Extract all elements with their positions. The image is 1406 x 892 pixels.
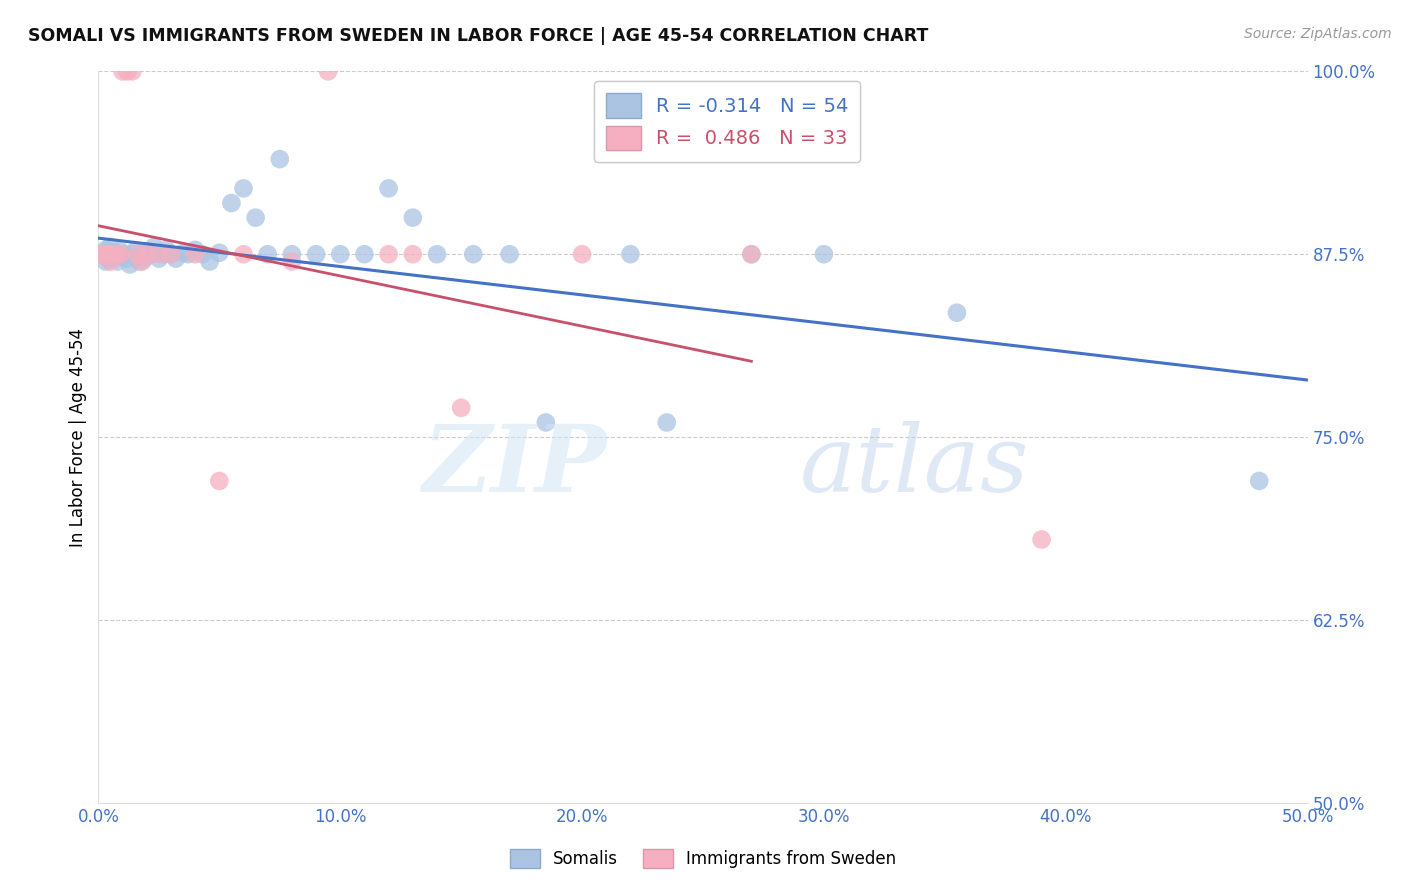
Point: [100, 240, 122, 254]
Point: [97, 247, 120, 261]
Point: [111, 247, 134, 261]
Point: [426, 247, 449, 261]
Point: [450, 401, 472, 415]
Text: ZIP: ZIP: [422, 421, 606, 511]
Point: [94, 247, 117, 261]
Point: [402, 247, 425, 261]
Point: [90, 247, 112, 261]
Point: [90, 247, 112, 261]
Point: [91, 247, 114, 261]
Point: [1249, 474, 1271, 488]
Legend: Somalis, Immigrants from Sweden: Somalis, Immigrants from Sweden: [503, 842, 903, 875]
Legend: R = -0.314   N = 54, R =  0.486   N = 33: R = -0.314 N = 54, R = 0.486 N = 33: [595, 81, 860, 162]
Point: [100, 254, 122, 268]
Point: [131, 247, 153, 261]
Point: [152, 247, 174, 261]
Point: [221, 196, 243, 211]
Text: Source: ZipAtlas.com: Source: ZipAtlas.com: [1244, 27, 1392, 41]
Point: [94, 254, 117, 268]
Point: [117, 64, 139, 78]
Point: [198, 254, 221, 268]
Point: [1031, 533, 1053, 547]
Point: [107, 254, 129, 268]
Point: [90, 247, 112, 261]
Point: [402, 211, 425, 225]
Text: SOMALI VS IMMIGRANTS FROM SWEDEN IN LABOR FORCE | AGE 45-54 CORRELATION CHART: SOMALI VS IMMIGRANTS FROM SWEDEN IN LABO…: [28, 27, 928, 45]
Point: [655, 416, 678, 430]
Point: [111, 64, 134, 78]
Point: [127, 247, 149, 261]
Point: [131, 254, 153, 268]
Point: [232, 247, 254, 261]
Point: [353, 247, 375, 261]
Point: [104, 250, 127, 264]
Point: [160, 247, 183, 261]
Point: [121, 247, 143, 261]
Point: [155, 243, 177, 257]
Point: [571, 247, 593, 261]
Point: [101, 245, 124, 260]
Point: [172, 245, 194, 260]
Point: [135, 244, 157, 259]
Point: [118, 257, 141, 271]
Point: [377, 181, 399, 195]
Point: [121, 64, 143, 78]
Point: [619, 247, 641, 261]
Point: [305, 247, 328, 261]
Point: [97, 252, 120, 266]
Point: [208, 245, 231, 260]
Point: [90, 247, 112, 261]
Point: [117, 252, 139, 266]
Point: [127, 250, 149, 264]
Point: [463, 247, 485, 261]
Point: [148, 247, 170, 261]
Point: [134, 252, 156, 266]
Point: [377, 247, 399, 261]
Point: [97, 247, 120, 261]
Point: [177, 247, 200, 261]
Point: [107, 247, 129, 261]
Point: [128, 254, 150, 268]
Point: [281, 247, 304, 261]
Point: [281, 254, 304, 268]
Point: [191, 247, 214, 261]
Point: [740, 247, 762, 261]
Y-axis label: In Labor Force | Age 45-54: In Labor Force | Age 45-54: [69, 327, 87, 547]
Point: [740, 247, 762, 261]
Point: [141, 247, 163, 261]
Point: [269, 152, 291, 166]
Point: [143, 240, 166, 254]
Point: [208, 474, 231, 488]
Point: [101, 247, 124, 261]
Point: [184, 247, 207, 261]
Point: [329, 247, 352, 261]
Point: [813, 247, 835, 261]
Point: [184, 243, 207, 257]
Point: [94, 243, 117, 257]
Point: [108, 247, 131, 261]
Text: atlas: atlas: [800, 421, 1029, 511]
Point: [160, 247, 183, 261]
Point: [256, 247, 278, 261]
Point: [90, 247, 112, 261]
Point: [108, 244, 131, 259]
Point: [498, 247, 520, 261]
Point: [104, 247, 127, 261]
Point: [94, 247, 117, 261]
Point: [316, 64, 339, 78]
Point: [232, 181, 254, 195]
Point: [148, 252, 170, 266]
Point: [946, 306, 969, 320]
Point: [90, 247, 112, 261]
Point: [124, 244, 146, 259]
Point: [135, 247, 157, 261]
Point: [245, 211, 267, 225]
Point: [165, 252, 187, 266]
Point: [534, 416, 557, 430]
